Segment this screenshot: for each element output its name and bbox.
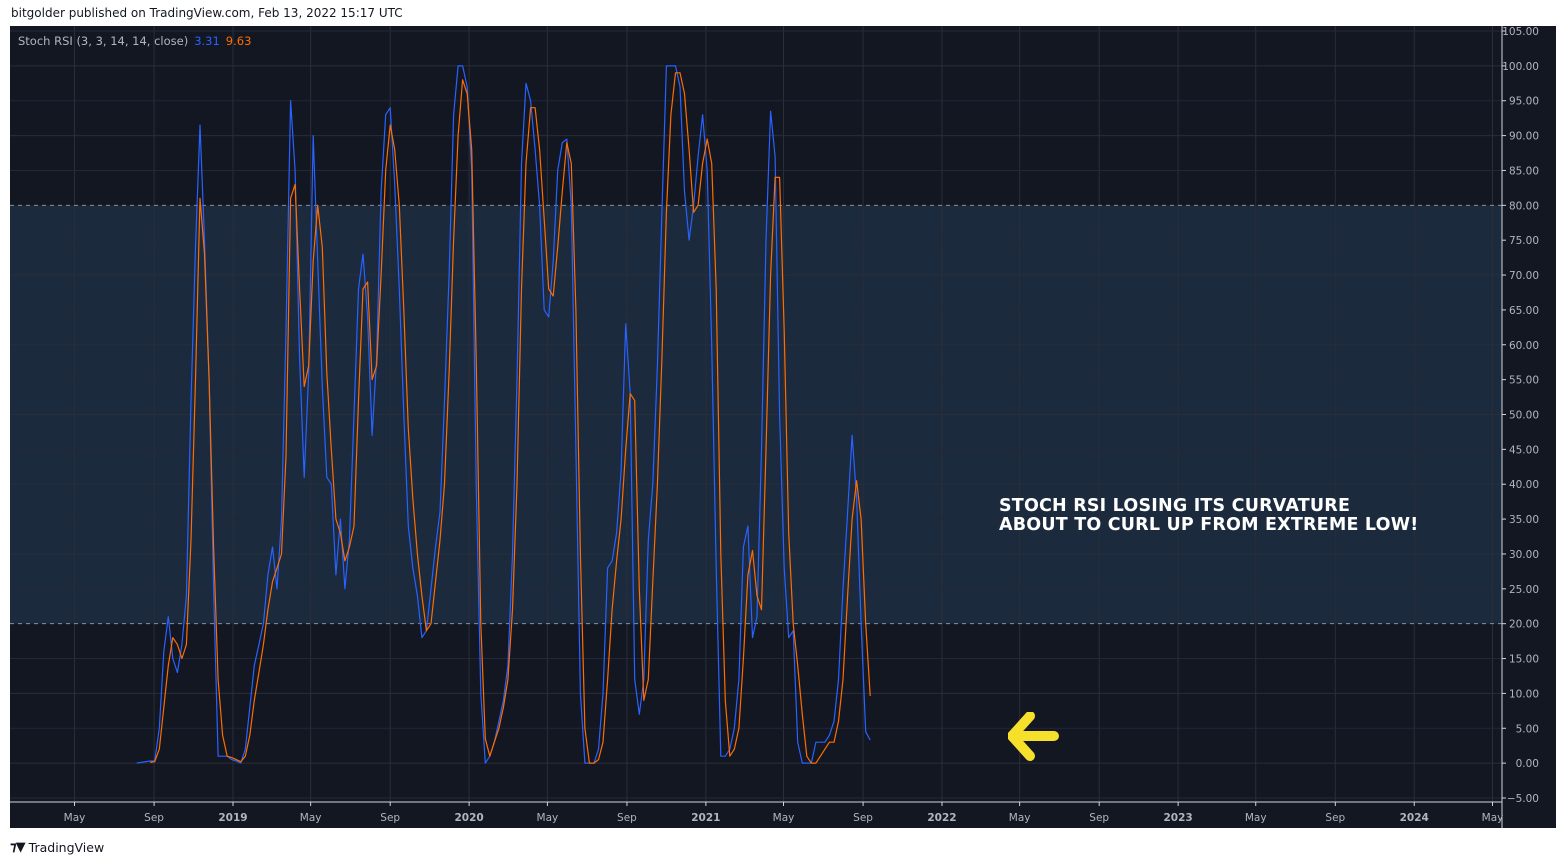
k-value: 3.31 [194, 34, 220, 48]
x-tick-label: May [537, 812, 559, 824]
y-tick-label: 20.00 [1509, 619, 1539, 631]
x-tick-label: May [773, 812, 795, 824]
y-tick-label: 105.00 [1502, 26, 1539, 38]
time-scale-labels: May Sep 2019 May Sep 2020 May Sep 2021 May Sep 2022… [64, 802, 1504, 824]
y-tick-label: 75.00 [1509, 235, 1539, 247]
y-tick-label: 85.00 [1509, 165, 1539, 177]
arrow-left-icon [1008, 712, 1059, 761]
y-tick-label: 90.00 [1509, 131, 1539, 143]
x-tick-label: 2022 [927, 812, 956, 824]
x-tick-label: Sep [380, 812, 400, 824]
indicator-name: Stoch RSI (3, 3, 14, 14, close) [18, 34, 189, 48]
x-tick-label: Sep [144, 812, 164, 824]
x-tick-label: Sep [853, 812, 873, 824]
x-tick-label: May [1482, 812, 1504, 824]
horizontal-gridlines [10, 30, 1502, 799]
y-tick-label: 25.00 [1509, 584, 1539, 596]
y-tick-label: 80.00 [1509, 200, 1539, 212]
series-layer [136, 65, 871, 764]
y-tick-label: 30.00 [1509, 549, 1539, 561]
tradingview-brand: TradingView [28, 840, 105, 855]
y-tick-label: 0.00 [1516, 758, 1539, 770]
y-tick-label: 15.00 [1509, 654, 1539, 666]
d-value: 9.63 [225, 34, 252, 48]
y-tick-label: 35.00 [1509, 514, 1539, 526]
chart-annotation: STOCH RSI LOSING ITS CURVATURE ABOUT TO … [999, 497, 1418, 535]
price-scale-background[interactable] [1502, 26, 1556, 828]
price-scale-labels: 105.00 100.00 95.00 90.00 85.00 80.00 75.00 70.… [1502, 26, 1539, 805]
indicator-legend[interactable]: Stoch RSI (3, 3, 14, 14, close) 3.31 9.63 [18, 34, 251, 48]
x-tick-label: May [1245, 812, 1267, 824]
series-line-d [150, 72, 871, 764]
y-tick-label: 100.00 [1502, 61, 1539, 73]
x-tick-label: Sep [617, 812, 637, 824]
y-tick-label: −5.00 [1507, 793, 1539, 805]
x-tick-label: May [64, 812, 86, 824]
y-tick-label: 50.00 [1509, 410, 1539, 422]
y-tick-label: 60.00 [1509, 340, 1539, 352]
publish-info: bitgolder published on TradingView.com, … [11, 6, 403, 20]
y-tick-label: 70.00 [1509, 270, 1539, 282]
y-tick-label: 5.00 [1516, 723, 1539, 735]
x-tick-label: 2023 [1164, 812, 1193, 824]
x-tick-label: Sep [1325, 812, 1345, 824]
x-tick-label: 2021 [691, 812, 720, 824]
annotation-line-2: ABOUT TO CURL UP FROM EXTREME LOW! [999, 515, 1419, 535]
tradingview-logo-icon: ⁊▼ [10, 840, 26, 855]
time-scale-background[interactable] [10, 802, 1502, 828]
series-line-k [136, 65, 871, 764]
x-tick-label: May [300, 812, 322, 824]
y-tick-label: 45.00 [1509, 444, 1539, 456]
y-tick-label: 95.00 [1509, 96, 1539, 108]
annotation-line-1: STOCH RSI LOSING ITS CURVATURE [999, 496, 1351, 516]
x-tick-label: May [1009, 812, 1031, 824]
x-tick-label: 2024 [1400, 812, 1429, 824]
tradingview-footer[interactable]: ⁊▼ TradingView [10, 840, 104, 855]
x-tick-label: 2020 [455, 812, 484, 824]
x-tick-label: 2019 [218, 812, 247, 824]
y-tick-label: 40.00 [1509, 479, 1539, 491]
y-tick-label: 10.00 [1509, 688, 1539, 700]
y-tick-label: 55.00 [1509, 375, 1539, 387]
y-tick-label: 65.00 [1509, 305, 1539, 317]
x-tick-label: Sep [1089, 812, 1109, 824]
